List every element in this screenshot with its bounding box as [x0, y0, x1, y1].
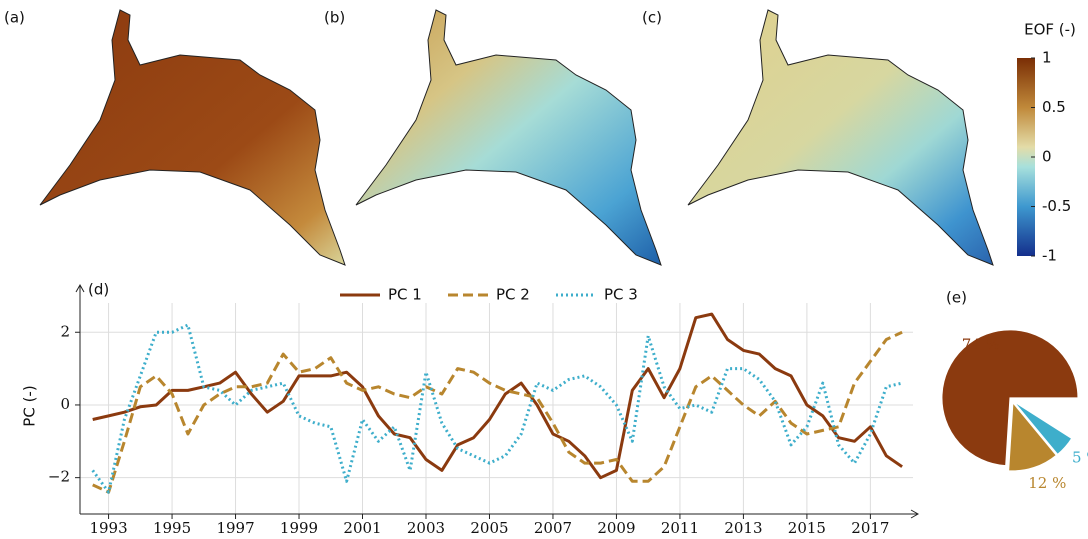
map-c: [687, 9, 994, 266]
x-axis: [80, 509, 920, 519]
panel-label: (c): [642, 9, 662, 27]
x-tick-label: 2001: [343, 519, 381, 537]
legend-label: PC 2: [496, 286, 530, 304]
pie-label: 74 %: [962, 335, 1000, 353]
y-axis: [75, 283, 85, 514]
colorbar-tick-label: -0.5: [1042, 197, 1071, 215]
x-tick-label: 1999: [280, 519, 318, 537]
pc-line: [91, 323, 903, 494]
panel-label: (e): [946, 289, 967, 307]
x-tick-label: 2011: [661, 519, 699, 537]
x-tick-label: 1997: [216, 519, 254, 537]
y-tick-label: 0: [60, 395, 70, 413]
y-tick-label: 2: [60, 322, 70, 340]
panel-label: (d): [88, 281, 109, 299]
colorbar-title: EOF (-): [1024, 21, 1076, 39]
panel-label: (a): [4, 9, 25, 27]
x-tick-label: 2003: [407, 519, 445, 537]
legend-label: PC 3: [604, 286, 638, 304]
colorbar-tick-label: 0: [1042, 148, 1052, 166]
x-tick-label: 2017: [851, 519, 889, 537]
map-a: [39, 9, 346, 266]
x-tick-label: 2007: [534, 519, 572, 537]
panel-label: (b): [324, 9, 345, 27]
pie-label: 12 %: [1028, 474, 1066, 492]
x-tick-label: 2013: [724, 519, 762, 537]
colorbar-tick-label: 0.5: [1042, 98, 1066, 116]
x-tick-label: 2015: [788, 519, 826, 537]
colorbar: [1017, 58, 1035, 256]
x-tick-label: 1995: [153, 519, 191, 537]
pc-line: [92, 330, 903, 494]
y-axis-label: PC (-): [21, 385, 39, 426]
x-tick-label: 2009: [597, 519, 635, 537]
pie-slice: [1008, 401, 1057, 472]
colorbar-tick-label: -1: [1042, 247, 1057, 265]
map-b: [355, 9, 662, 266]
y-tick-label: −2: [48, 468, 70, 486]
pie-slice: [941, 329, 1079, 467]
colorbar-tick-label: 1: [1042, 49, 1052, 67]
pie-label: 5 %: [1072, 448, 1088, 466]
legend-label: PC 1: [388, 286, 422, 304]
pie-slice: [1013, 401, 1073, 456]
pc-line: [92, 312, 903, 480]
x-tick-label: 2005: [470, 519, 508, 537]
x-tick-label: 1993: [89, 519, 127, 537]
